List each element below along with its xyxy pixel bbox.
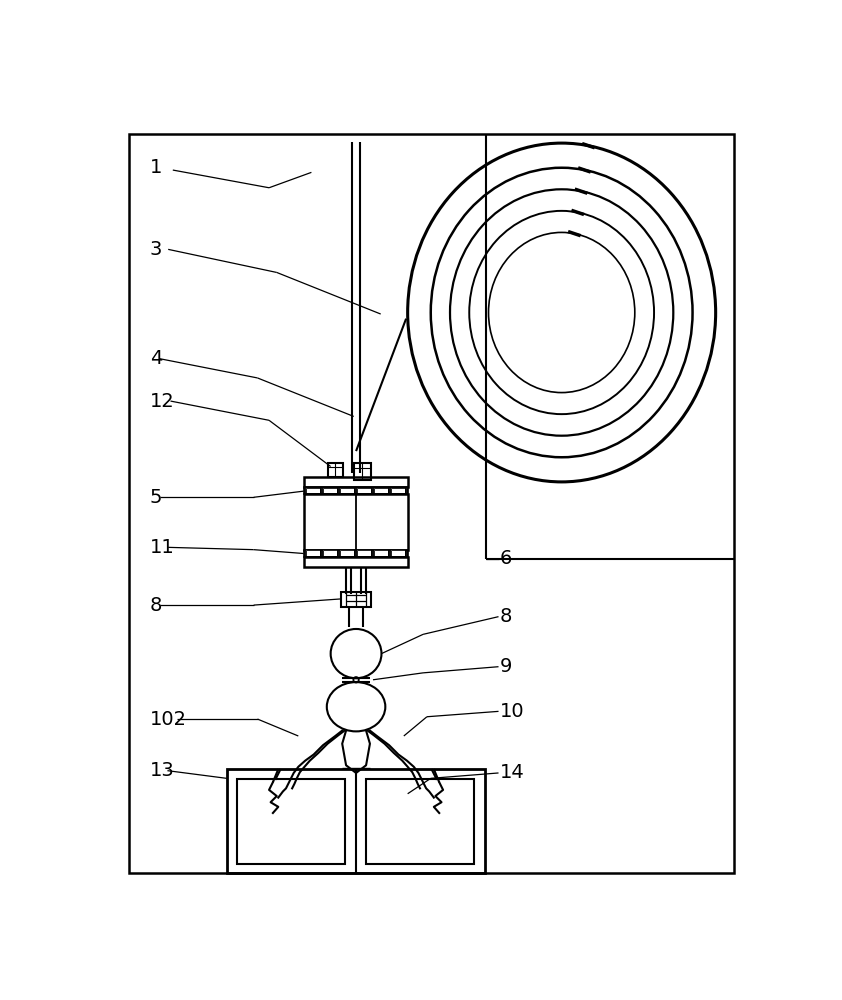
Bar (306, 550, 320, 556)
Bar (304, 550, 408, 557)
Bar (391, 550, 404, 556)
Bar (304, 477, 408, 487)
Text: 6: 6 (500, 549, 513, 568)
Bar (340, 488, 354, 493)
Bar (391, 488, 404, 493)
Text: 12: 12 (150, 392, 174, 411)
Bar (354, 463, 370, 480)
Bar (304, 557, 408, 567)
Bar (340, 488, 354, 493)
Bar (323, 550, 337, 556)
Text: 11: 11 (150, 538, 174, 557)
Bar (374, 488, 387, 493)
Bar (366, 779, 474, 864)
Bar (323, 550, 337, 556)
Bar (357, 550, 370, 556)
Bar (328, 463, 343, 477)
Bar (391, 550, 404, 556)
Text: 5: 5 (150, 488, 163, 507)
Bar (304, 487, 408, 494)
Bar (323, 488, 337, 493)
Text: 3: 3 (150, 240, 162, 259)
Bar (374, 488, 387, 493)
Bar (304, 494, 408, 550)
Bar (306, 488, 320, 493)
Bar (226, 769, 486, 873)
Text: 10: 10 (500, 702, 525, 721)
Text: 13: 13 (150, 761, 174, 780)
Bar (305, 487, 408, 494)
Bar (323, 488, 337, 493)
Text: 102: 102 (150, 710, 187, 729)
Bar (374, 550, 387, 556)
Bar (340, 550, 354, 556)
Bar (357, 550, 370, 556)
Bar (237, 779, 344, 864)
Text: 1: 1 (150, 158, 162, 177)
Text: 8: 8 (500, 607, 513, 626)
Bar (340, 550, 354, 556)
Text: 14: 14 (500, 763, 525, 782)
Bar (374, 550, 387, 556)
Bar (357, 488, 370, 493)
Bar (341, 592, 371, 607)
Bar (305, 550, 408, 557)
Bar (391, 488, 404, 493)
Text: 9: 9 (500, 657, 513, 676)
Bar (306, 550, 320, 556)
Text: 8: 8 (150, 596, 162, 615)
Bar (306, 488, 320, 493)
Bar (357, 488, 370, 493)
Text: 4: 4 (150, 349, 162, 368)
